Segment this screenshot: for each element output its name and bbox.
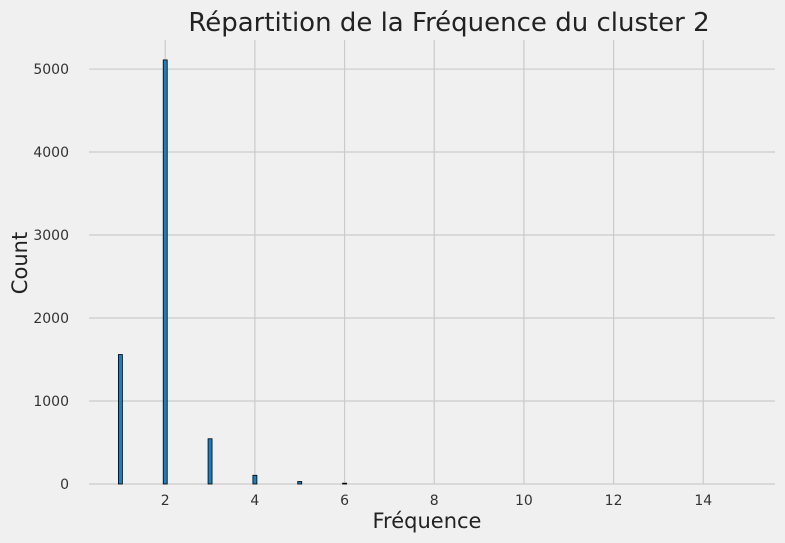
y-tick-label: 1000 [33, 394, 69, 410]
histogram-bar [162, 59, 168, 485]
x-tick-label: 8 [430, 493, 439, 509]
y-tick-label: 0 [60, 477, 69, 493]
x-tick-label: 12 [605, 493, 623, 509]
x-tick-label: 4 [250, 493, 259, 509]
y-axis-ticks: 0 1000 2000 3000 4000 5000 [33, 62, 69, 493]
y-tick-label: 5000 [33, 62, 69, 78]
histogram-bar [252, 474, 258, 485]
x-tick-label: 2 [161, 493, 170, 509]
x-tick-label: 6 [340, 493, 349, 509]
grid [89, 40, 775, 485]
x-axis-ticks: 2 4 6 8 10 12 14 [161, 493, 712, 509]
y-tick-label: 4000 [33, 145, 69, 161]
y-axis-label: Count [8, 232, 32, 294]
histogram-bar [297, 481, 303, 485]
x-tick-label: 10 [515, 493, 533, 509]
y-tick-label: 2000 [33, 311, 69, 327]
bars [117, 59, 347, 485]
chart-title: Répartition de la Fréquence du cluster 2 [188, 8, 709, 38]
histogram-bar [117, 354, 123, 485]
x-axis-label: Fréquence [373, 509, 482, 533]
y-tick-label: 3000 [33, 228, 69, 244]
histogram-bar [207, 438, 213, 485]
histogram-bar [342, 482, 347, 485]
x-tick-label: 14 [694, 493, 712, 509]
